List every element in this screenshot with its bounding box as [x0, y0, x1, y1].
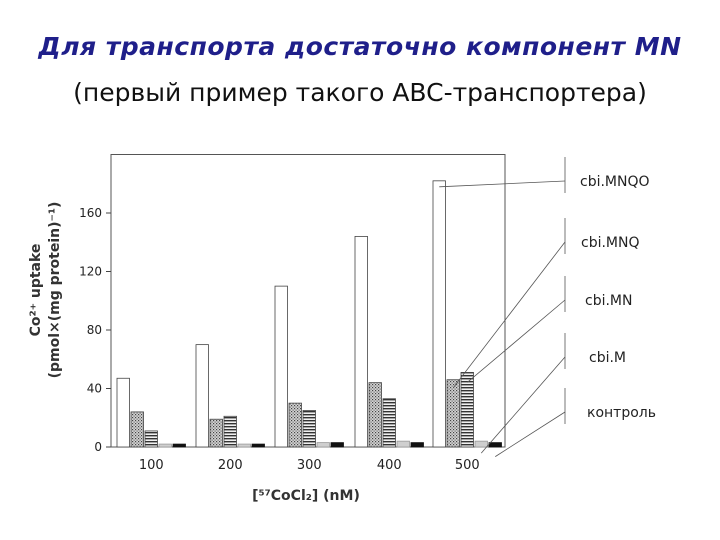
slide-subtitle: (первый пример такого ABC-транспортера)	[73, 78, 647, 107]
bar	[158, 443, 172, 448]
bar	[410, 442, 424, 448]
y-tick-label: 0	[94, 440, 102, 454]
legend-label: cbi.MNQO	[580, 174, 650, 190]
bar	[330, 442, 344, 448]
legend-leader-line	[466, 299, 566, 383]
y-axis-label-line2: (pmol×(mg protein)⁻¹)	[47, 202, 63, 379]
bar	[474, 440, 488, 448]
bar	[209, 418, 223, 448]
legend-label: cbi.MNQ	[581, 235, 640, 251]
legend-label: контроль	[587, 405, 656, 421]
y-axis-label-line1: Co²⁺ uptake	[28, 244, 44, 337]
x-tick-label: 300	[297, 458, 322, 473]
bar	[446, 379, 460, 448]
bar	[488, 442, 502, 448]
legend-leader-line	[439, 180, 566, 188]
bar	[223, 415, 237, 448]
x-tick-label: 100	[139, 458, 164, 473]
bar	[354, 235, 368, 448]
bar	[460, 372, 474, 448]
y-tick-label: 40	[87, 382, 102, 396]
x-axis-label: [⁵⁷CoCl₂] (nM)	[252, 488, 360, 504]
slide-title: Для транспорта достаточно компонент MN	[38, 32, 682, 61]
legend-label: cbi.M	[589, 350, 626, 366]
bar	[130, 411, 144, 448]
bar	[396, 440, 410, 448]
bar	[382, 398, 396, 448]
bar	[288, 402, 302, 448]
legend-leader-line	[480, 356, 566, 454]
x-tick-label: 400	[377, 458, 402, 473]
legend-leader-line	[452, 241, 566, 388]
bar	[432, 180, 446, 448]
bar	[195, 344, 209, 448]
bar	[274, 285, 288, 448]
x-tick-label: 200	[218, 458, 243, 473]
bar	[316, 442, 330, 448]
bar	[144, 430, 158, 448]
x-tick-label: 500	[455, 458, 480, 473]
bar	[302, 410, 316, 448]
y-tick-label: 120	[79, 265, 102, 279]
bar	[237, 443, 251, 448]
bar	[116, 377, 130, 448]
legend-label: cbi.MN	[585, 293, 632, 309]
legend-leader-line	[495, 411, 566, 457]
y-tick-label: 160	[79, 206, 102, 220]
bar	[368, 382, 382, 448]
y-tick-label: 80	[87, 323, 102, 337]
bar	[251, 443, 265, 448]
bar	[172, 443, 186, 448]
